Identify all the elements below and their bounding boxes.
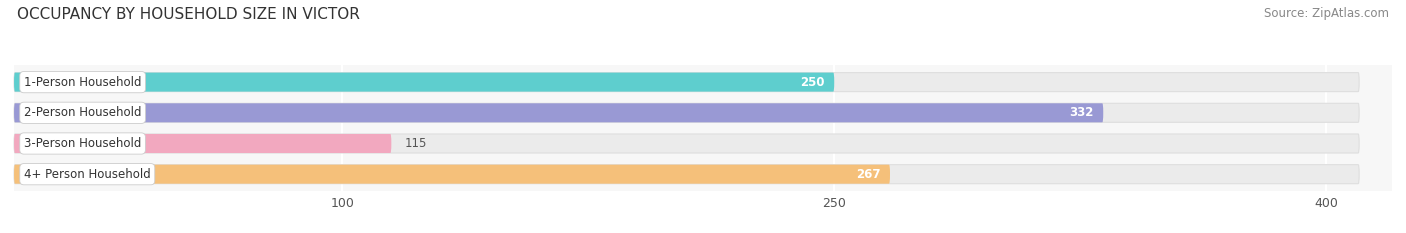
Text: 332: 332 [1069, 106, 1094, 119]
Text: Source: ZipAtlas.com: Source: ZipAtlas.com [1264, 7, 1389, 20]
Text: 4+ Person Household: 4+ Person Household [24, 168, 150, 181]
FancyBboxPatch shape [14, 165, 1360, 184]
Text: OCCUPANCY BY HOUSEHOLD SIZE IN VICTOR: OCCUPANCY BY HOUSEHOLD SIZE IN VICTOR [17, 7, 360, 22]
FancyBboxPatch shape [14, 165, 890, 184]
Text: 267: 267 [856, 168, 880, 181]
Text: 3-Person Household: 3-Person Household [24, 137, 141, 150]
FancyBboxPatch shape [14, 73, 1360, 92]
Text: 115: 115 [405, 137, 427, 150]
FancyBboxPatch shape [14, 103, 1360, 122]
FancyBboxPatch shape [14, 73, 834, 92]
Text: 250: 250 [800, 76, 824, 89]
Text: 2-Person Household: 2-Person Household [24, 106, 142, 119]
FancyBboxPatch shape [14, 103, 1104, 122]
FancyBboxPatch shape [14, 134, 391, 153]
FancyBboxPatch shape [14, 134, 1360, 153]
Text: 1-Person Household: 1-Person Household [24, 76, 142, 89]
